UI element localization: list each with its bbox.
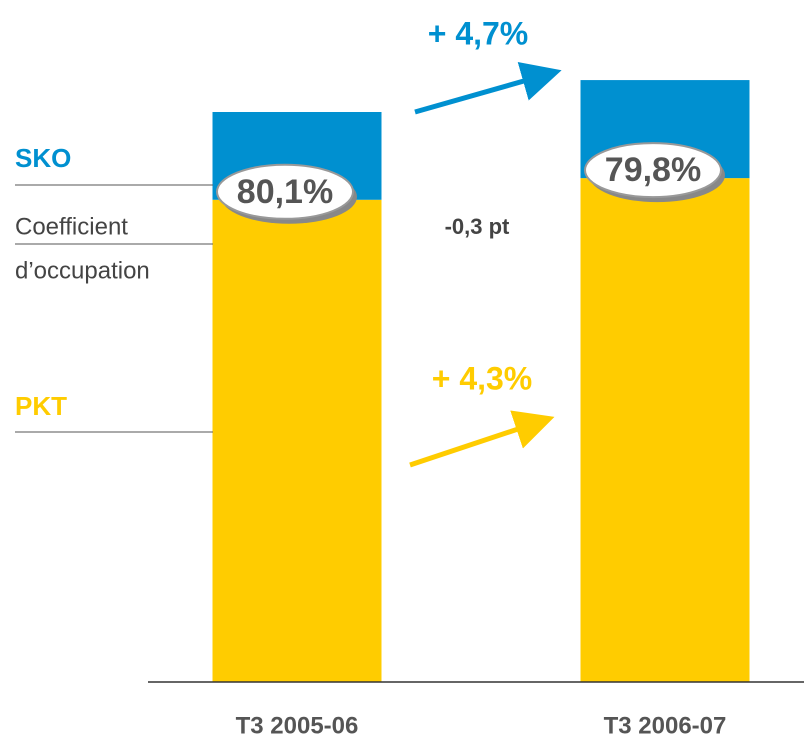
x-tick-label: T3 2006-07 <box>604 712 727 739</box>
label-oval <box>216 163 354 220</box>
pkt-label: PKT <box>15 391 67 421</box>
sko-growth: + 4,7% <box>428 15 529 51</box>
sko-label: SKO <box>15 143 71 173</box>
bar-segment <box>580 178 750 682</box>
sko-arrow <box>414 61 562 115</box>
bars <box>212 80 750 682</box>
load-factor-label: 79,8% <box>605 151 701 189</box>
pkt-growth: + 4,3% <box>432 360 533 396</box>
load-factor-change: -0,3 pt <box>445 214 510 239</box>
pkt-arrow <box>409 410 555 468</box>
load-factor-title: Coefficient <box>15 213 128 240</box>
x-tick-label: T3 2005-06 <box>236 712 359 739</box>
bar-segment <box>212 199 382 682</box>
load-factor-label: 80,1% <box>237 173 333 211</box>
load-factor-title: d’occupation <box>15 257 150 284</box>
label-oval <box>584 142 722 199</box>
